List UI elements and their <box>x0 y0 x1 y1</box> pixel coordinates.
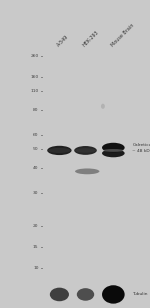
Ellipse shape <box>75 168 99 174</box>
Text: HEK-293: HEK-293 <box>82 30 100 48</box>
Text: 40: 40 <box>33 166 39 170</box>
Text: 10: 10 <box>33 266 39 270</box>
Ellipse shape <box>48 148 71 153</box>
Text: Calreticulin
~ 48 kDa: Calreticulin ~ 48 kDa <box>132 143 150 153</box>
Text: A-549: A-549 <box>56 34 69 48</box>
Ellipse shape <box>77 288 94 301</box>
Ellipse shape <box>103 149 124 152</box>
Text: 110: 110 <box>30 89 39 93</box>
Text: 15: 15 <box>33 245 39 249</box>
Text: 30: 30 <box>33 192 39 196</box>
Ellipse shape <box>101 104 105 109</box>
Text: Mouse Brain: Mouse Brain <box>110 23 135 48</box>
Ellipse shape <box>102 285 125 304</box>
Ellipse shape <box>74 146 97 155</box>
Text: 60: 60 <box>33 133 39 137</box>
Text: 20: 20 <box>33 224 39 228</box>
Ellipse shape <box>102 149 125 157</box>
Text: Tubulin: Tubulin <box>132 293 148 296</box>
Text: 80: 80 <box>33 108 39 112</box>
Ellipse shape <box>102 143 125 152</box>
Ellipse shape <box>50 288 69 301</box>
Text: 260: 260 <box>30 54 39 58</box>
Text: 160: 160 <box>30 75 39 79</box>
Text: 50: 50 <box>33 147 39 151</box>
Ellipse shape <box>75 148 96 153</box>
Ellipse shape <box>47 146 72 155</box>
